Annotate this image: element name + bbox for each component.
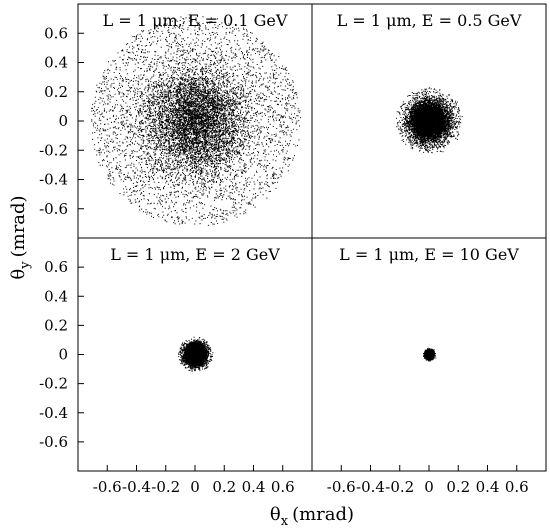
panel-top-right: L = 1 μm, E = 0.5 GeV <box>311 3 547 239</box>
tick-label: -0.4 <box>39 171 68 189</box>
tick-label: 0 <box>190 478 200 496</box>
scatter-points <box>178 336 214 372</box>
tick-label: -0.6 <box>93 478 122 496</box>
panel-title: L = 1 μm, E = 10 GeV <box>339 245 519 264</box>
y-axis-label: θy (mrad) <box>8 195 33 279</box>
data-points <box>396 87 463 154</box>
x-axis-label: θx (mrad) <box>270 504 354 529</box>
tick-label: 0.6 <box>271 478 295 496</box>
data-points <box>178 336 214 372</box>
x-axis-subscript: x <box>281 514 289 529</box>
tick-label: 0.2 <box>44 83 68 101</box>
scatter-points <box>423 347 437 362</box>
tick-label: 0.6 <box>44 24 68 42</box>
tick-label: 0.4 <box>44 54 68 72</box>
tick-label: 0.2 <box>212 478 236 496</box>
y-axis-symbol: θ <box>8 269 29 280</box>
data-points <box>423 347 437 362</box>
tick-label: 0.2 <box>44 316 68 334</box>
tick-label: -0.2 <box>385 478 414 496</box>
tick-label: -0.6 <box>327 478 356 496</box>
y-axis-unit: (mrad) <box>8 195 29 257</box>
y-axis-subscript: y <box>18 261 33 270</box>
scatter-points <box>91 16 302 226</box>
tick-label: -0.4 <box>356 478 385 496</box>
tick-label: 0.6 <box>505 478 529 496</box>
tick-label: 0 <box>58 112 68 130</box>
tick-label: -0.6 <box>39 200 68 218</box>
x-axis-symbol: θ <box>270 504 281 525</box>
tick-label: 0 <box>58 346 68 364</box>
data-points <box>91 16 302 226</box>
panel-bottom-left: L = 1 μm, E = 2 GeV <box>77 237 313 472</box>
axis-ticks: -0.6-0.4-0.200.20.40.6-0.6-0.4-0.200.20.… <box>39 24 529 496</box>
panel-title: L = 1 μm, E = 0.5 GeV <box>337 11 522 30</box>
tick-label: -0.4 <box>39 404 68 422</box>
panel-title: L = 1 μm, E = 0.1 GeV <box>103 11 288 30</box>
panel-top-left: L = 1 μm, E = 0.1 GeV <box>77 3 313 239</box>
tick-label: 0 <box>424 478 434 496</box>
x-axis-unit: (mrad) <box>292 504 354 525</box>
tick-label: 0.2 <box>446 478 470 496</box>
tick-label: 0.4 <box>242 478 266 496</box>
panel-title: L = 1 μm, E = 2 GeV <box>110 245 280 264</box>
tick-label: -0.6 <box>39 433 68 451</box>
scatter-points <box>396 87 463 154</box>
panel-bottom-right: L = 1 μm, E = 10 GeV <box>311 237 547 472</box>
tick-label: 0.4 <box>476 478 500 496</box>
tick-label: -0.4 <box>122 478 151 496</box>
tick-label: -0.2 <box>151 478 180 496</box>
tick-label: 0.4 <box>44 287 68 305</box>
tick-label: -0.2 <box>39 141 68 159</box>
tick-label: -0.2 <box>39 375 68 393</box>
tick-label: 0.6 <box>44 258 68 276</box>
